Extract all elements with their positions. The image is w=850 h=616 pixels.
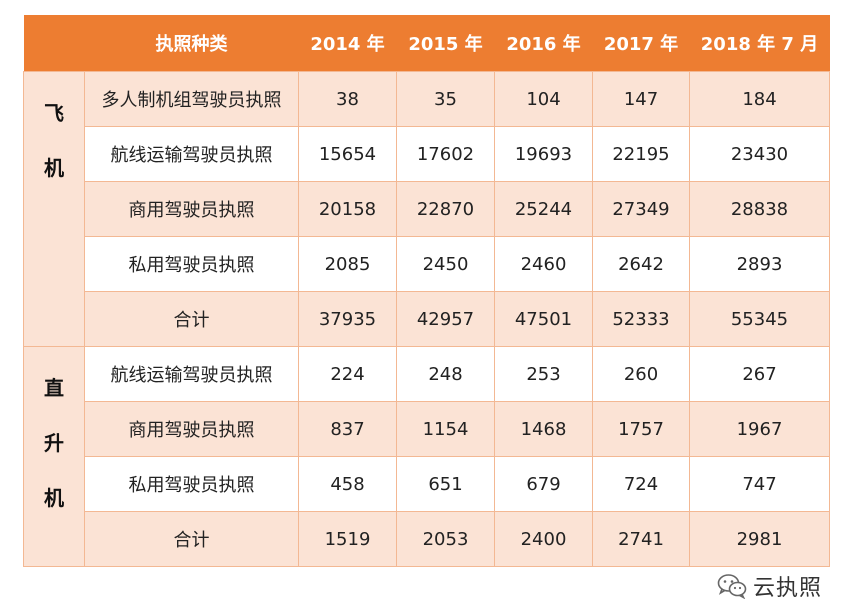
watermark-text: 云执照	[752, 576, 822, 601]
cell-value: 248	[396, 346, 495, 402]
header-spacer	[23, 15, 85, 72]
cell-value: 25244	[494, 181, 593, 237]
header-year-2015: 2015 年	[396, 15, 495, 72]
watermark: 云执照	[717, 570, 822, 602]
group-label-airplane: 飞 机	[23, 71, 85, 347]
cell-value: 2642	[592, 236, 690, 292]
cell-value: 1967	[689, 401, 830, 457]
cell-value: 2893	[689, 236, 830, 292]
table-row-total: 合计 1519 2053 2400 2741 2981	[24, 511, 830, 567]
table-row: 商用驾驶员执照 20158 22870 25244 27349 28838	[24, 181, 830, 237]
cell-value: 260	[592, 346, 690, 402]
table-row: 直 升 机 航线运输驾驶员执照 224 248 253 260 267	[23, 346, 830, 567]
license-statistics-table: 执照种类 2014 年 2015 年 2016 年 2017 年 2018 年 …	[23, 15, 830, 567]
cell-value: 15654	[298, 126, 397, 182]
cell-value: 42957	[396, 291, 495, 347]
table-row: 航线运输驾驶员执照 15654 17602 19693 22195 23430	[24, 126, 830, 182]
cell-value: 55345	[689, 291, 830, 347]
cell-value: 20158	[298, 181, 397, 237]
group-label-helicopter: 直 升 机	[23, 346, 85, 567]
row-label-total: 合计	[84, 291, 299, 347]
header-year-2017: 2017 年	[592, 15, 690, 72]
cell-value: 2460	[494, 236, 593, 292]
cell-value: 2400	[494, 511, 593, 567]
cell-value: 184	[689, 71, 830, 127]
cell-value: 2085	[298, 236, 397, 292]
header-year-2018-jul: 2018 年 7 月	[689, 15, 830, 72]
row-label: 私用驾驶员执照	[84, 236, 299, 292]
group-char: 机	[44, 156, 64, 180]
row-label: 多人制机组驾驶员执照	[84, 71, 299, 127]
cell-value: 104	[494, 71, 593, 127]
cell-value: 2741	[592, 511, 690, 567]
cell-value: 651	[396, 456, 495, 512]
cell-value: 267	[689, 346, 830, 402]
cell-value: 27349	[592, 181, 690, 237]
cell-value: 2981	[689, 511, 830, 567]
cell-value: 724	[592, 456, 690, 512]
row-label: 航线运输驾驶员执照	[84, 126, 299, 182]
cell-value: 35	[396, 71, 495, 127]
group-char: 升	[44, 431, 64, 455]
group-char: 直	[44, 376, 64, 400]
table-header-row: 执照种类 2014 年 2015 年 2016 年 2017 年 2018 年 …	[23, 15, 830, 72]
cell-value: 37935	[298, 291, 397, 347]
row-label: 商用驾驶员执照	[84, 401, 299, 457]
cell-value: 679	[494, 456, 593, 512]
table-row: 飞 机 多人制机组驾驶员执照 38 35 104 147 184	[23, 71, 830, 347]
cell-value: 52333	[592, 291, 690, 347]
cell-value: 1519	[298, 511, 397, 567]
cell-value: 22195	[592, 126, 690, 182]
cell-value: 458	[298, 456, 397, 512]
cell-value: 28838	[689, 181, 830, 237]
table-row: 商用驾驶员执照 837 1154 1468 1757 1967	[24, 401, 830, 457]
header-year-2014: 2014 年	[298, 15, 397, 72]
cell-value: 1154	[396, 401, 495, 457]
cell-value: 47501	[494, 291, 593, 347]
cell-value: 22870	[396, 181, 495, 237]
group-char: 机	[44, 486, 64, 510]
cell-value: 837	[298, 401, 397, 457]
wechat-icon	[717, 573, 747, 599]
row-label-total: 合计	[84, 511, 299, 567]
cell-value: 19693	[494, 126, 593, 182]
cell-value: 253	[494, 346, 593, 402]
cell-value: 747	[689, 456, 830, 512]
cell-value: 224	[298, 346, 397, 402]
cell-value: 1757	[592, 401, 690, 457]
row-label: 航线运输驾驶员执照	[84, 346, 299, 402]
header-year-2016: 2016 年	[494, 15, 593, 72]
table-row: 私用驾驶员执照 458 651 679 724 747	[24, 456, 830, 512]
cell-value: 23430	[689, 126, 830, 182]
table-row: 私用驾驶员执照 2085 2450 2460 2642 2893	[24, 236, 830, 292]
cell-value: 2450	[396, 236, 495, 292]
cell-value: 147	[592, 71, 690, 127]
group-char: 飞	[44, 101, 64, 125]
row-label: 私用驾驶员执照	[84, 456, 299, 512]
cell-value: 17602	[396, 126, 495, 182]
table-row-total: 合计 37935 42957 47501 52333 55345	[24, 291, 830, 347]
cell-value: 2053	[396, 511, 495, 567]
cell-value: 38	[298, 71, 397, 127]
cell-value: 1468	[494, 401, 593, 457]
header-license-type: 执照种类	[84, 15, 299, 72]
row-label: 商用驾驶员执照	[84, 181, 299, 237]
